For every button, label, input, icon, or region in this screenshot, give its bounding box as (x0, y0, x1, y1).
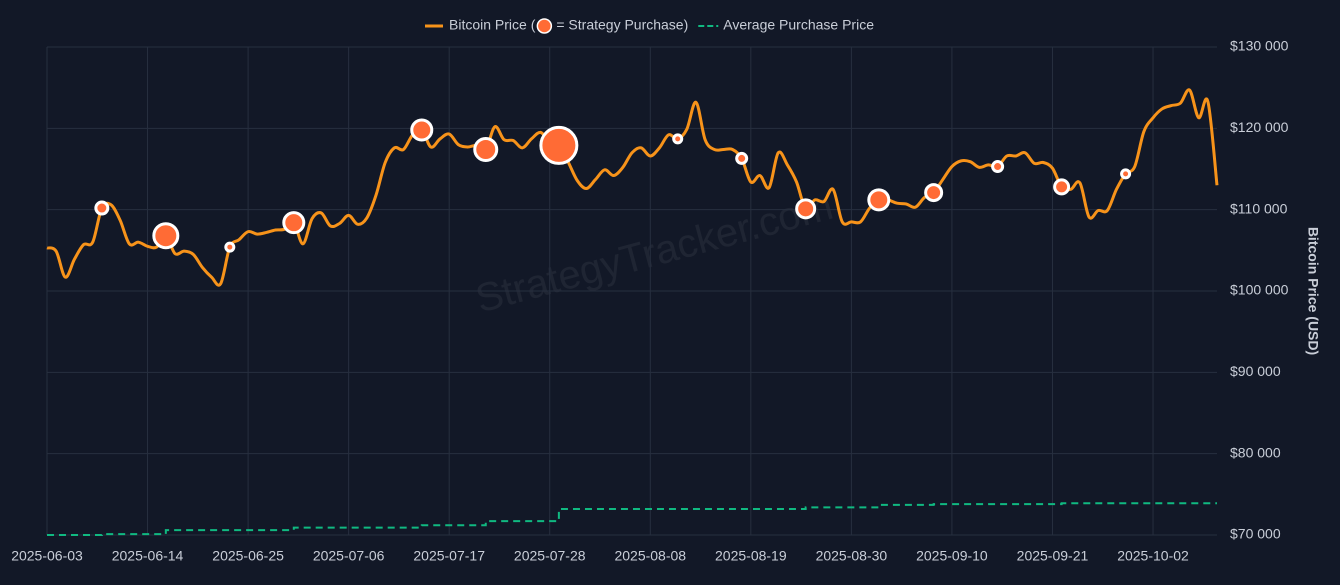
purchase-marker (473, 136, 499, 162)
x-tick-label: 2025-08-19 (715, 548, 787, 564)
x-tick-label: 2025-10-02 (1117, 548, 1189, 564)
purchase-marker (867, 188, 891, 212)
purchase-marker (735, 151, 749, 165)
price-line (46, 88, 1219, 287)
legend: Bitcoin Price ( = Strategy Purchase) Avera… (425, 17, 874, 34)
y-tick-label: $120 000 (1230, 119, 1289, 135)
x-tick-label: 2025-07-17 (413, 548, 485, 564)
purchase-marker (672, 133, 684, 145)
purchase-marker (991, 160, 1005, 174)
y-tick-label: $130 000 (1230, 38, 1289, 54)
purchase-marker (224, 241, 236, 253)
average-line (47, 502, 1217, 536)
x-tick-label: 2025-08-30 (816, 548, 888, 564)
x-tick-label: 2025-06-14 (112, 548, 184, 564)
purchase-marker (1120, 168, 1132, 180)
purchase-marker (539, 125, 579, 165)
purchase-marker (152, 222, 180, 250)
purchase-marker (282, 211, 306, 235)
x-tick-label: 2025-08-08 (614, 548, 686, 564)
grid (46, 46, 1217, 536)
legend-label: Bitcoin Price ( (449, 17, 536, 33)
y-tick-label: $80 000 (1230, 444, 1281, 460)
legend-label: = Strategy Purchase) (556, 17, 688, 33)
x-tick-label: 2025-07-06 (313, 548, 385, 564)
purchase-marker (924, 183, 944, 203)
purchase-marker (410, 118, 434, 142)
y-tick-label: $70 000 (1230, 526, 1281, 542)
legend-label: Average Purchase Price (723, 17, 874, 33)
y-axis-label: Bitcoin Price (USD) (1305, 227, 1321, 355)
watermark: StrategyTracker.com (471, 184, 837, 322)
x-tick-label: 2025-09-21 (1017, 548, 1089, 564)
x-tick-label: 2025-07-28 (514, 548, 586, 564)
y-tick-label: $110 000 (1230, 200, 1288, 216)
y-tick-label: $90 000 (1230, 363, 1281, 379)
purchase-marker (94, 200, 110, 216)
x-tick-label: 2025-09-10 (916, 548, 988, 564)
x-tick-label: 2025-06-25 (212, 548, 284, 564)
legend-swatch (536, 18, 553, 34)
x-tick-label: 2025-06-03 (11, 548, 83, 564)
y-tick-label: $100 000 (1230, 282, 1289, 298)
purchase-marker (1053, 178, 1071, 196)
purchase-marker (795, 198, 817, 220)
